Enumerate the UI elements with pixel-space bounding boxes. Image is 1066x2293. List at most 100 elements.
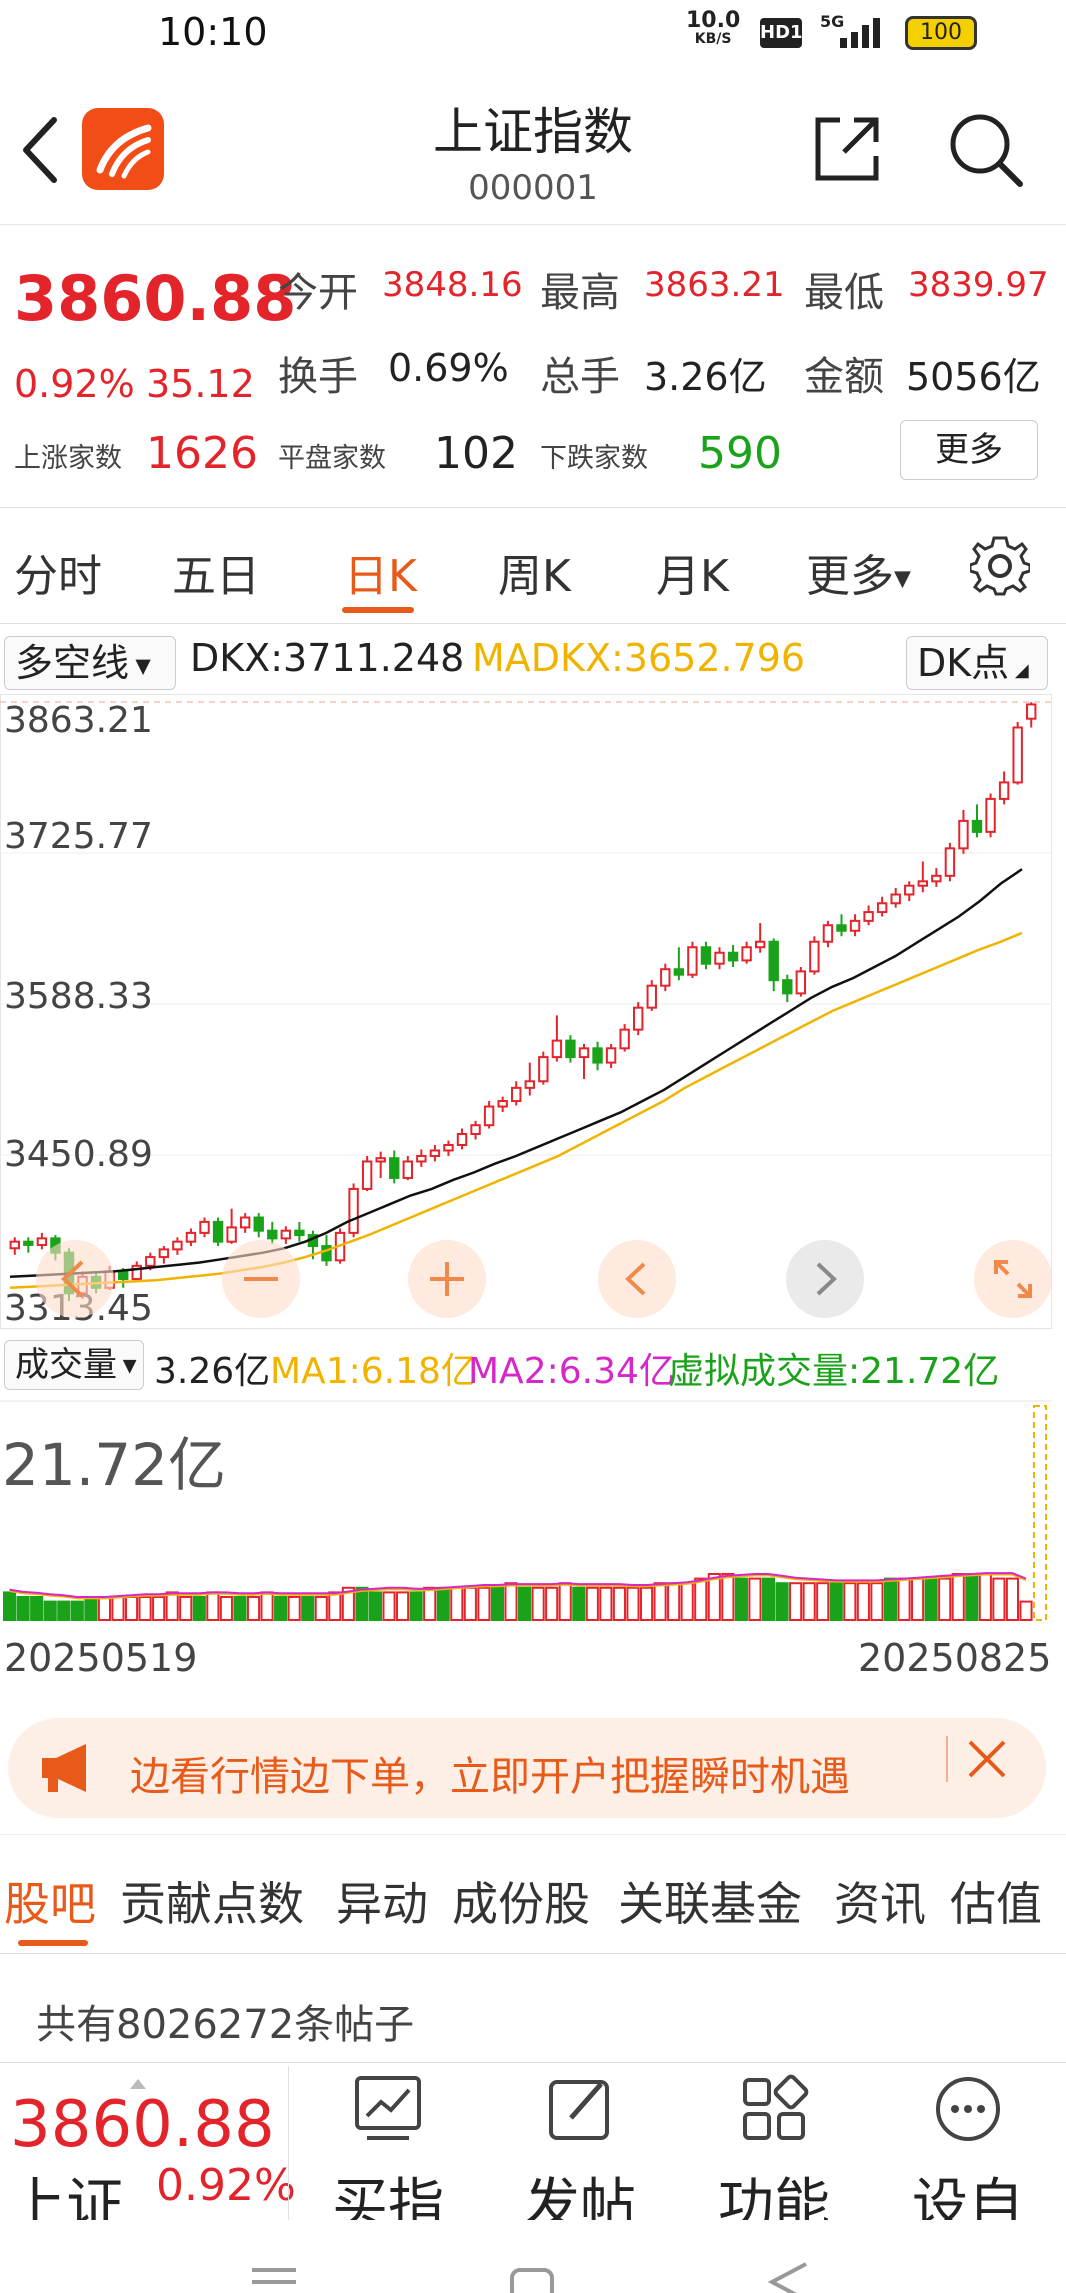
drag-left-icon[interactable]	[36, 1240, 114, 1318]
quote-panel	[0, 226, 1066, 508]
caret-down-icon: ▼	[894, 566, 911, 592]
volume-bar	[680, 1582, 694, 1621]
volume-bar	[423, 1586, 437, 1622]
volume-bar	[16, 1596, 30, 1621]
more-button[interactable]: 更多	[900, 420, 1038, 480]
tab-weekly-k[interactable]: 周K	[498, 551, 571, 602]
candle	[321, 1245, 332, 1262]
volume-bar	[992, 1577, 1006, 1622]
volume-bar	[192, 1596, 206, 1621]
tab-contribution[interactable]: 贡献点数	[120, 1877, 304, 1931]
share-icon[interactable]	[810, 112, 884, 186]
tab-news[interactable]: 资讯	[834, 1877, 926, 1931]
candle	[985, 797, 996, 833]
volume-bar	[328, 1591, 342, 1621]
promo-banner[interactable]	[8, 1718, 1046, 1818]
volume-bar	[165, 1591, 179, 1621]
candle	[361, 1160, 373, 1190]
volume-bar	[57, 1600, 71, 1622]
candle	[917, 880, 929, 887]
candle	[239, 1216, 251, 1229]
volume-bar	[653, 1582, 667, 1621]
tab-constituents[interactable]: 成份股	[452, 1877, 590, 1931]
post-button[interactable]: 发帖	[510, 2070, 650, 2238]
tab-valuation[interactable]: 估值	[950, 1877, 1042, 1931]
indicator-select[interactable]: 多空线 ▼	[4, 636, 176, 690]
low-label: 最低	[804, 270, 884, 316]
tab-monthly-k[interactable]: 月K	[656, 551, 729, 602]
candle	[1012, 726, 1023, 784]
turnover-value: 0.69%	[388, 346, 509, 390]
volume-bar	[111, 1596, 125, 1621]
volume-bar	[911, 1577, 925, 1622]
candle	[931, 874, 942, 883]
volume-bar	[639, 1586, 654, 1622]
volume-bar	[572, 1586, 586, 1622]
volume-bar	[314, 1596, 328, 1621]
volume-bar	[504, 1582, 518, 1621]
tab-five-day[interactable]: 五日	[172, 551, 260, 602]
volume-bar	[84, 1596, 98, 1621]
volume-bar	[599, 1586, 613, 1622]
candle	[700, 946, 712, 965]
volume-bar	[829, 1582, 843, 1621]
tab-intraday[interactable]: 分时	[14, 551, 102, 602]
zoom-in-button[interactable]	[408, 1240, 486, 1318]
corner-triangle-icon: ◢	[1009, 660, 1029, 681]
candle	[904, 884, 915, 896]
volume-bar	[409, 1591, 423, 1621]
candle	[660, 968, 671, 987]
volume-bar	[789, 1582, 803, 1621]
open-label: 今开	[278, 270, 358, 316]
volume-bar	[477, 1586, 491, 1622]
volume-bar	[545, 1586, 559, 1622]
next-button[interactable]	[786, 1240, 864, 1318]
volume-bar	[612, 1586, 626, 1622]
candle	[470, 1124, 481, 1136]
close-icon[interactable]	[962, 1734, 1012, 1784]
candle	[863, 911, 874, 922]
tab-guba[interactable]: 股吧	[4, 1877, 96, 1931]
toolbar-price[interactable]: 3860.88	[10, 2088, 275, 2162]
megaphone-icon	[36, 1740, 96, 1796]
candle	[876, 902, 888, 914]
tab-movement[interactable]: 异动	[336, 1877, 428, 1931]
search-icon[interactable]	[946, 110, 1026, 190]
volume-bar	[558, 1582, 572, 1621]
tab-daily-k[interactable]: 日K	[344, 551, 417, 602]
candle	[172, 1240, 183, 1251]
gear-icon[interactable]	[968, 536, 1032, 596]
fullscreen-button[interactable]	[974, 1240, 1052, 1318]
candle	[646, 984, 657, 1009]
change-value: 35.12	[146, 362, 255, 406]
caret-down-icon: ▼	[129, 653, 151, 678]
tab-more[interactable]: 更多▼	[806, 540, 911, 604]
volume-chart	[0, 1400, 1052, 1622]
caret-down-icon: ▼	[117, 1355, 137, 1377]
kline-chart[interactable]	[0, 694, 1052, 1330]
network-speed-unit: KB/S	[694, 31, 732, 47]
set-custom-button[interactable]: 设自	[898, 2070, 1038, 2238]
buy-index-button[interactable]: 买指	[318, 2070, 458, 2238]
battery-icon: 100	[905, 16, 977, 50]
dkx-value: DKX:3711.248	[190, 636, 465, 680]
dk-point-button[interactable]: DK点 ◢	[906, 636, 1048, 690]
toolbar-divider	[288, 2066, 289, 2220]
volume-bar	[667, 1582, 681, 1621]
candle	[483, 1105, 495, 1127]
candle	[402, 1160, 414, 1179]
madkx-value: MADKX:3652.796	[472, 636, 806, 680]
candle	[416, 1154, 427, 1163]
prev-button[interactable]	[598, 1240, 676, 1318]
candle	[117, 1270, 129, 1281]
tab-related-funds[interactable]: 关联基金	[618, 1877, 802, 1931]
candle	[714, 951, 725, 965]
zoom-out-button[interactable]	[222, 1240, 300, 1318]
back-arrow-icon[interactable]	[16, 110, 66, 190]
volume-select[interactable]: 成交量 ▼	[4, 1340, 144, 1390]
edit-icon	[549, 2080, 609, 2140]
candle	[131, 1264, 142, 1281]
candle	[768, 940, 779, 982]
functions-button[interactable]: 功能	[704, 2070, 844, 2238]
back-icon	[767, 2262, 807, 2293]
